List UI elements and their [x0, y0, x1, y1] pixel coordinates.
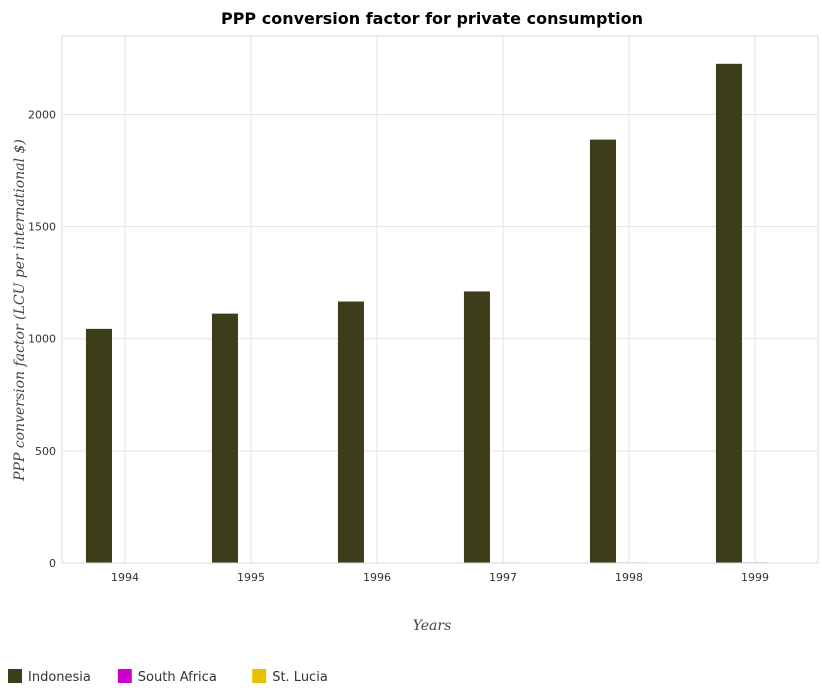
bar-indonesia	[337, 301, 364, 563]
legend: Indonesia South Africa St. Lucia	[8, 669, 328, 685]
chart-title: PPP conversion factor for private consum…	[221, 9, 643, 28]
grid	[62, 36, 818, 564]
y-tick-label: 500	[35, 445, 56, 458]
x-axis-title: Years	[413, 618, 452, 634]
legend-swatch	[117, 669, 132, 683]
legend-label: Indonesia	[28, 670, 91, 685]
y-tick-label: 2000	[28, 108, 56, 121]
x-tick-label: 1999	[741, 571, 769, 584]
bar-indonesia	[85, 328, 112, 563]
legend-label: South Africa	[138, 670, 217, 685]
y-axis-title: PPP conversion factor (LCU per internati…	[12, 139, 28, 482]
x-tick-label: 1996	[363, 571, 391, 584]
y-tick-label: 1500	[28, 221, 56, 234]
legend-swatch	[252, 669, 267, 683]
bars	[85, 63, 795, 564]
bar-indonesia	[211, 313, 238, 563]
x-tick-label: 1997	[489, 571, 517, 584]
bar-indonesia	[715, 63, 742, 564]
axes: 0 500 1000 1500 2000 1994 1995 1996 1997 1998 1999	[28, 35, 819, 584]
legend-swatch	[8, 669, 22, 683]
plot-frame	[61, 35, 819, 564]
y-tick-label: 1000	[28, 333, 56, 346]
x-tick-label: 1998	[615, 571, 643, 584]
bar-indonesia	[589, 139, 616, 563]
y-tick-label: 0	[49, 557, 56, 570]
legend-label: St. Lucia	[272, 670, 328, 685]
x-tick-label: 1995	[237, 571, 265, 584]
x-tick-label: 1994	[111, 571, 139, 584]
bar-indonesia	[463, 291, 490, 563]
